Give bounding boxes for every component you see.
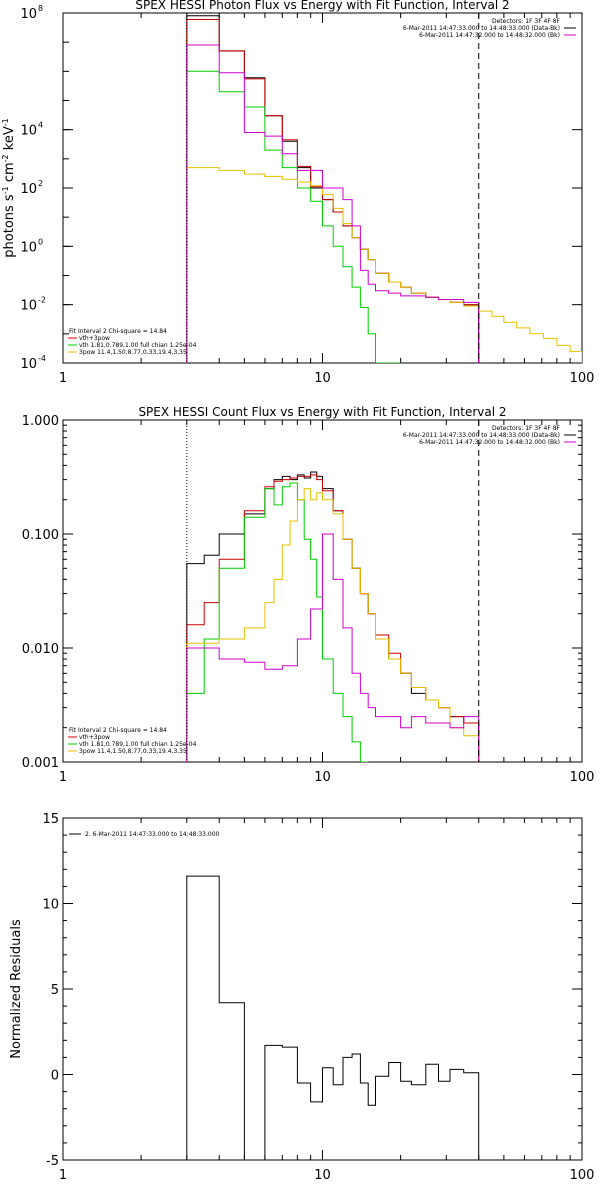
y-tick-label-exp: -2 <box>38 296 46 305</box>
y-tick-label-base: 10 <box>20 7 37 22</box>
series-line-bk <box>186 44 480 363</box>
series-group <box>186 471 480 762</box>
y-tick-label: 0.010 <box>22 642 59 657</box>
legend-bottomleft-entry: vth+3pow <box>79 734 110 741</box>
photon-flux-panel: SPEX HESSI Photon Flux vs Energy with Fi… <box>1 0 594 386</box>
legend-topright-entry: 6-Mar-2011 14:47:33.000 to 14:48:33.000 … <box>403 25 560 32</box>
series-line-vth-3pow <box>186 19 480 363</box>
legend-bottomleft-entry: vth 1.81,0.789,1.00 full chian 1.25e-04 <box>79 342 197 349</box>
x-tick-label: 10 <box>314 770 331 785</box>
legend-bottomleft-entry: Fit Interval 2 Chi-square = 14.84 <box>69 328 167 335</box>
y-tick-label: -5 <box>46 1154 59 1169</box>
y-axis-label-part: cm <box>2 162 17 186</box>
y-axis-label-exponent: -1 <box>1 186 10 194</box>
x-tick-label: 100 <box>570 1168 595 1183</box>
y-tick-label: 0 <box>51 1069 59 1084</box>
legend-topleft-entry: 2. 6-Mar-2011 14:47:33.000 to 14:48:33.0… <box>85 831 220 838</box>
y-axis-label: photons s-1 cm-2 keV-1 <box>1 118 17 257</box>
y-tick-label-base: 10 <box>20 240 37 255</box>
series-line-vth <box>186 70 401 363</box>
legend-bottomleft-entry: 3pow 11.4,1.50,8.77,0.33,19.4,3.35 <box>79 748 187 755</box>
y-axis-label-exponent: -1 <box>1 118 10 126</box>
y-tick-label-base: 10 <box>20 124 37 139</box>
series-group <box>186 875 480 1160</box>
y-tick-label: 10 <box>42 898 59 913</box>
chart-title: SPEX HESSI Count Flux vs Energy with Fit… <box>138 405 506 419</box>
x-tick-label: 100 <box>570 770 595 785</box>
x-tick-label: 1 <box>59 371 67 386</box>
legend-bottomleft-entry: vth+3pow <box>79 335 110 342</box>
series-group <box>186 15 582 363</box>
legend-bottomleft-entry: vth 1.81,0.789,1.00 full chian 1.25e-04 <box>79 741 197 748</box>
y-tick-label-base: 10 <box>20 357 37 372</box>
legend-topright-entry: Detectors: 1F 3F 4F 8F <box>492 18 561 25</box>
legend-topright-entry: Detectors: 1F 3F 4F 8F <box>492 425 561 432</box>
legend-topright-entry: 6-Mar-2011 14:47:33.000 to 14:48:33.000 … <box>403 432 560 439</box>
y-axis-label-exponent: -2 <box>1 154 10 162</box>
series-line-bk <box>186 533 480 762</box>
series-line-3pow <box>186 167 582 363</box>
y-tick-label: 1.000 <box>22 414 59 429</box>
series-line-vth-3pow <box>186 474 480 762</box>
y-tick-label: 15 <box>42 812 59 827</box>
series-line-3pow <box>186 488 480 762</box>
x-tick-label: 10 <box>314 1168 331 1183</box>
y-axis-label-part: keV <box>2 126 17 154</box>
count-flux-panel: SPEX HESSI Count Flux vs Energy with Fit… <box>22 405 595 785</box>
y-axis-label: Normalized Residuals <box>9 919 24 1059</box>
x-tick-label: 10 <box>314 371 331 386</box>
series-line-data-bk <box>186 15 480 363</box>
residuals-panel: 1 10 100 -5 0 5 10 15 Normalized Residuals 2. 6-M… <box>9 812 594 1183</box>
y-tick-label-exp: 0 <box>38 237 43 246</box>
y-tick-label: 0.001 <box>22 756 59 771</box>
legend-topright-entry: 6-Mar-2011 14:47:32.000 to 14:48:32.000 … <box>419 439 560 446</box>
series-line-data-bk <box>186 471 480 762</box>
y-tick-label: 0.100 <box>22 528 59 543</box>
y-tick-label-exp: -4 <box>38 354 46 363</box>
legend-bottomleft-entry: Fit Interval 2 Chi-square = 14.84 <box>69 727 167 734</box>
y-tick-label-base: 10 <box>20 299 37 314</box>
x-tick-label: 1 <box>59 1168 67 1183</box>
legend-topright-entry: 6-Mar-2011 14:47:32.000 to 14:48:32.000 … <box>419 32 560 39</box>
y-tick-label: 5 <box>51 983 59 998</box>
y-tick-label-base: 10 <box>20 182 37 197</box>
chart-title: SPEX HESSI Photon Flux vs Energy with Fi… <box>135 0 509 12</box>
x-tick-label: 100 <box>570 371 595 386</box>
x-tick-label: 1 <box>59 770 67 785</box>
series-line-2-6-mar-2011-14-47-33-000-to-14-48-33-000 <box>186 875 480 1160</box>
legend-bottomleft-entry: 3pow 11.4,1.50,8.77,0.33,19.4,3.35 <box>79 349 187 356</box>
series-line-vth <box>186 482 369 762</box>
y-tick-label-exp: 4 <box>38 121 43 130</box>
y-tick-label-exp: 8 <box>38 4 43 13</box>
plot-frame <box>62 817 583 1161</box>
y-axis-label-part: photons s <box>2 194 17 258</box>
y-tick-label-exp: 2 <box>38 179 43 188</box>
